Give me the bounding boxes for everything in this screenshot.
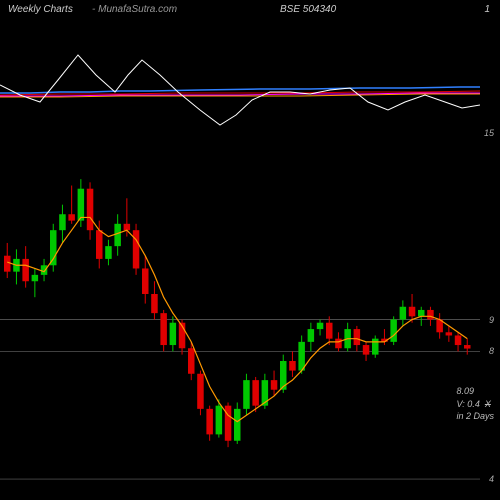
- chart-ticker: BSE 504340: [280, 4, 336, 15]
- chart-header: Weekly Charts - MunafaSutra.com BSE 5043…: [0, 4, 500, 20]
- price-panel: [0, 160, 480, 495]
- info-price: 8.09: [456, 385, 494, 398]
- chart-source: - MunafaSutra.com: [92, 4, 177, 15]
- info-time: in 2 Days: [456, 410, 494, 423]
- chart-page: 1: [484, 4, 490, 15]
- price-info-block: 8.09 V: 0.4 X in 2 Days: [456, 385, 494, 423]
- info-volume: V: 0.4 X: [456, 398, 494, 411]
- price-axis-label: 9: [489, 315, 494, 325]
- chart-title: Weekly Charts: [8, 4, 73, 15]
- indicator-axis-label: 15: [484, 128, 494, 138]
- price-axis-label: 8: [489, 346, 494, 356]
- indicator-panel: [0, 30, 480, 140]
- price-axis-label: 4: [489, 474, 494, 484]
